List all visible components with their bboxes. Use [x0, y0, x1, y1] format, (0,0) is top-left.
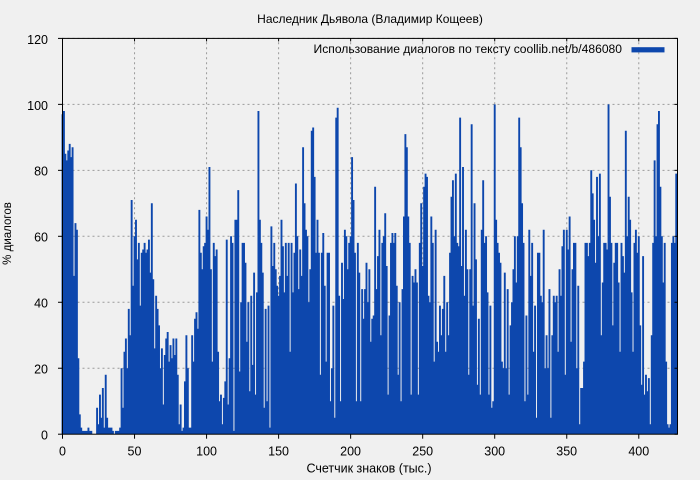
svg-text:0: 0: [41, 429, 48, 443]
svg-text:20: 20: [34, 363, 48, 377]
svg-text:0: 0: [59, 444, 66, 458]
svg-text:80: 80: [34, 165, 48, 179]
svg-text:100: 100: [27, 99, 48, 113]
svg-text:200: 200: [340, 444, 361, 458]
svg-text:40: 40: [34, 297, 48, 311]
svg-text:Счетчик знаков (тыс.): Счетчик знаков (тыс.): [306, 462, 431, 476]
svg-text:350: 350: [556, 444, 577, 458]
svg-text:% диалогов: % диалогов: [2, 202, 14, 265]
svg-text:50: 50: [128, 444, 142, 458]
svg-text:250: 250: [412, 444, 433, 458]
svg-text:100: 100: [196, 444, 217, 458]
svg-text:120: 120: [27, 33, 48, 47]
svg-text:300: 300: [484, 444, 505, 458]
svg-text:60: 60: [34, 231, 48, 245]
svg-text:150: 150: [268, 444, 289, 458]
svg-text:Наследник Дьявола (Владимир Ко: Наследник Дьявола (Владимир Кощеев): [257, 12, 483, 26]
svg-text:400: 400: [628, 444, 649, 458]
svg-text:Использование диалогов по текс: Использование диалогов по тексту coollib…: [314, 42, 623, 56]
